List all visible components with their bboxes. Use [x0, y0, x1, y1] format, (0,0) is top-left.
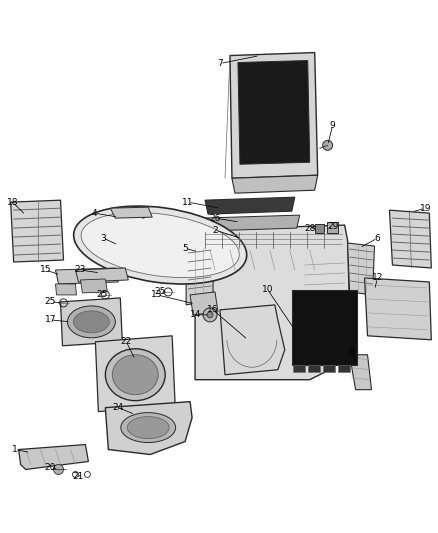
Polygon shape [60, 298, 122, 346]
Text: 12: 12 [372, 273, 383, 282]
Bar [293, 365, 305, 372]
Text: 28: 28 [304, 224, 315, 232]
Text: 10: 10 [262, 286, 274, 294]
Polygon shape [230, 53, 318, 178]
Ellipse shape [106, 349, 165, 401]
Polygon shape [186, 243, 213, 305]
Text: 25: 25 [45, 297, 56, 306]
Polygon shape [81, 279, 107, 293]
Text: 20: 20 [45, 463, 56, 472]
Polygon shape [220, 305, 285, 375]
Polygon shape [95, 336, 175, 411]
Bar [323, 365, 335, 372]
Circle shape [207, 312, 213, 318]
Text: 25: 25 [97, 290, 108, 300]
Polygon shape [232, 175, 318, 193]
Polygon shape [19, 445, 88, 470]
Text: 25: 25 [155, 287, 166, 296]
Polygon shape [195, 225, 350, 379]
Polygon shape [190, 292, 218, 315]
Text: 4: 4 [92, 208, 97, 217]
Text: 9: 9 [330, 121, 336, 130]
Circle shape [140, 212, 146, 218]
Text: 14: 14 [191, 310, 202, 319]
Bar [338, 365, 350, 372]
Text: 13: 13 [152, 290, 163, 300]
Text: 2: 2 [212, 225, 218, 235]
Text: 17: 17 [45, 316, 57, 325]
Text: 11: 11 [182, 198, 194, 207]
Polygon shape [56, 284, 77, 295]
Polygon shape [200, 215, 300, 231]
Text: 23: 23 [75, 265, 86, 274]
Text: 19: 19 [420, 204, 431, 213]
Text: 18: 18 [7, 198, 18, 207]
Polygon shape [348, 243, 374, 295]
Text: 7: 7 [217, 59, 223, 68]
Text: 15: 15 [40, 265, 51, 274]
Bar [308, 365, 320, 372]
Polygon shape [110, 207, 152, 218]
Text: 21: 21 [73, 472, 84, 481]
Text: 26: 26 [209, 214, 221, 223]
Text: 5: 5 [182, 244, 188, 253]
Circle shape [53, 464, 64, 474]
Ellipse shape [121, 413, 176, 442]
Bar [314, 224, 324, 233]
Text: 24: 24 [113, 403, 124, 412]
Polygon shape [205, 197, 295, 214]
Ellipse shape [74, 311, 110, 333]
Text: 16: 16 [207, 305, 219, 314]
Polygon shape [364, 278, 431, 340]
Polygon shape [238, 61, 310, 164]
Circle shape [203, 308, 217, 322]
Text: 8: 8 [349, 348, 354, 356]
Ellipse shape [67, 306, 115, 338]
Text: 3: 3 [100, 233, 106, 243]
Text: 22: 22 [121, 337, 132, 346]
Bar [292, 290, 357, 365]
Polygon shape [389, 210, 431, 268]
Ellipse shape [112, 355, 158, 394]
Bar [327, 222, 338, 233]
Ellipse shape [81, 213, 239, 278]
Polygon shape [11, 200, 64, 262]
Polygon shape [106, 402, 192, 455]
Text: 29: 29 [327, 222, 338, 231]
Polygon shape [75, 268, 128, 282]
Polygon shape [56, 268, 118, 284]
Polygon shape [350, 355, 371, 390]
Text: 6: 6 [374, 233, 380, 243]
Text: 1: 1 [12, 445, 18, 454]
Ellipse shape [74, 206, 247, 284]
Ellipse shape [127, 417, 169, 439]
Circle shape [323, 140, 332, 150]
